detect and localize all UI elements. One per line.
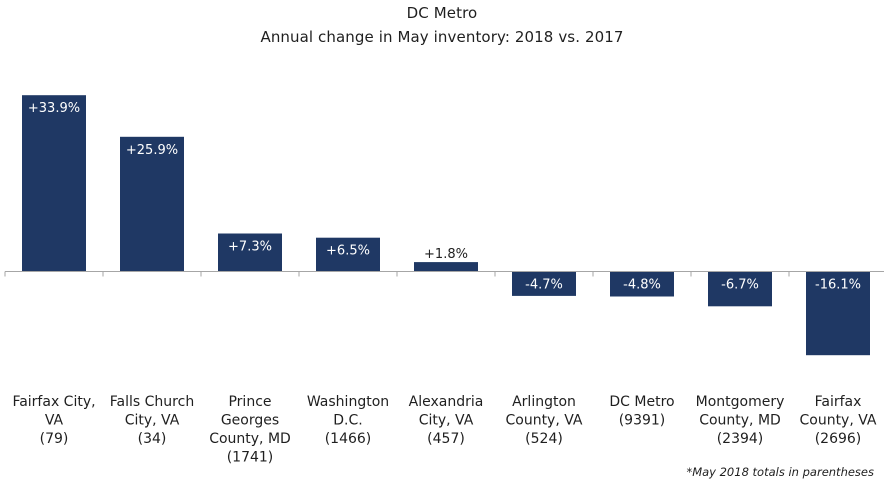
bar xyxy=(22,95,86,272)
data-label: +25.9% xyxy=(126,143,178,158)
chart-title: DC Metro xyxy=(406,4,478,22)
x-tick-label: Fairfax County, VA (2696) xyxy=(799,394,876,447)
bar xyxy=(218,233,282,272)
bar xyxy=(316,237,380,272)
bar xyxy=(806,271,870,356)
x-tick-label: Arlington County, VA (524) xyxy=(505,394,582,447)
data-label: -4.7% xyxy=(525,278,563,293)
x-tick-label: DC Metro (9391) xyxy=(609,394,674,429)
x-tick-label: Montgomery County, MD (2394) xyxy=(696,394,785,447)
x-tick-label: Alexandria City, VA (457) xyxy=(409,394,484,447)
x-tick-label: Fairfax City, VA (79) xyxy=(12,394,95,447)
data-label: +33.9% xyxy=(28,101,80,116)
footnote: *May 2018 totals in parentheses xyxy=(686,465,874,479)
bar xyxy=(708,271,772,307)
bar xyxy=(610,271,674,297)
data-label: +7.3% xyxy=(228,240,272,255)
bar xyxy=(414,262,478,272)
data-label: -16.1% xyxy=(815,278,861,293)
chart-subtitle: Annual change in May inventory: 2018 vs.… xyxy=(260,28,624,46)
data-label: +6.5% xyxy=(326,244,370,259)
bar xyxy=(120,136,184,272)
x-tick-label: Falls Church City, VA (34) xyxy=(110,394,194,447)
x-tick-label: Washington D.C. (1466) xyxy=(307,394,389,447)
data-label: -6.7% xyxy=(721,278,759,293)
data-label: +1.8% xyxy=(424,247,468,262)
bar xyxy=(512,271,576,296)
x-tick-label: Prince Georges County, MD (1741) xyxy=(209,394,291,466)
data-label: -4.8% xyxy=(623,278,661,293)
